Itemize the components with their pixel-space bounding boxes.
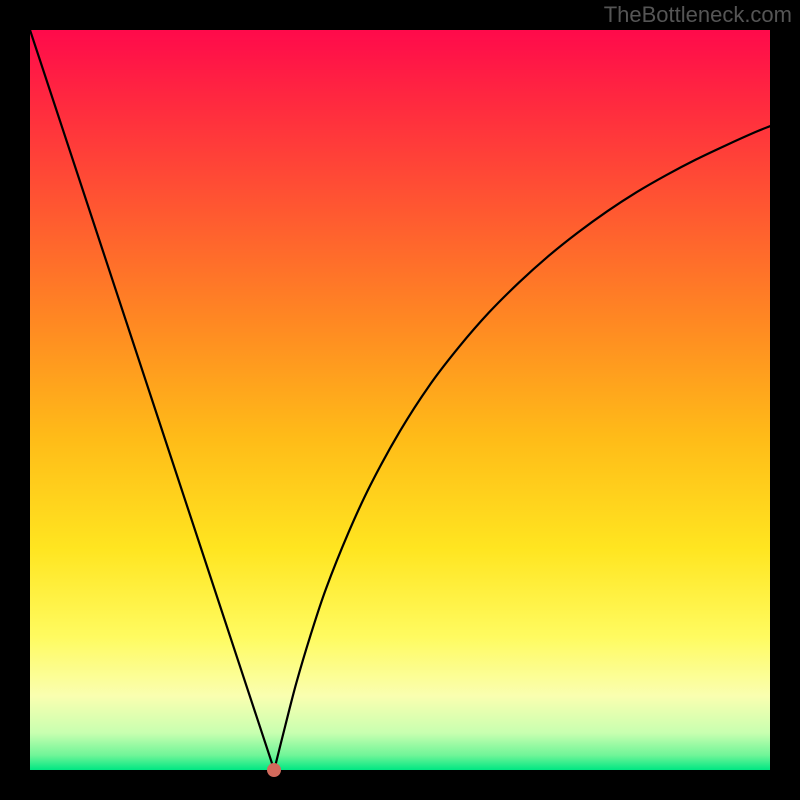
curve-svg — [30, 30, 770, 770]
bottleneck-curve — [30, 30, 770, 770]
plot-area — [30, 30, 770, 770]
vertex-marker — [267, 763, 281, 777]
watermark-text: TheBottleneck.com — [604, 2, 792, 28]
